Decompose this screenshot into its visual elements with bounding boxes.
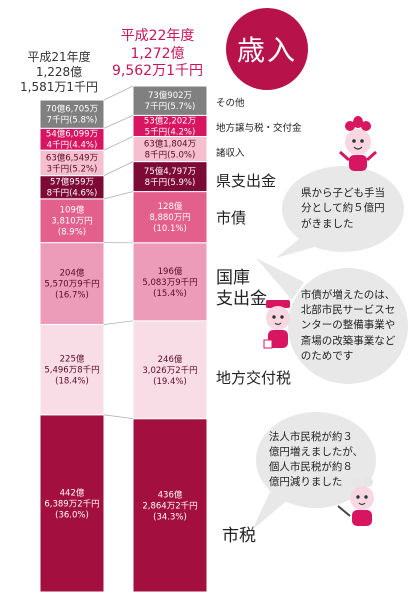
bar-segment-label: 63億1,804万 8千円(5.0%) <box>144 139 196 161</box>
mascot-icon-bottom <box>337 477 374 526</box>
connector-line <box>103 191 134 200</box>
bar-segment-label: 109億 3,810万円(8.9%) <box>51 205 92 238</box>
bar-segment <box>39 324 105 416</box>
bar-segment-label: 53億2,202万 5千円(4.2%) <box>144 115 196 137</box>
bubble-tail-city-bonds <box>256 258 304 300</box>
category-label-other: その他 <box>216 98 245 109</box>
bar-segment <box>132 85 208 116</box>
bubble-text-city-bonds: 市債が増えたのは、 北部市民サービスセ ンターの整備事業や 斎場の改築事業など … <box>300 288 396 362</box>
bar-segment-label: 246億 3,026万2千円(19.4%) <box>142 354 197 387</box>
bar-segment <box>39 198 105 244</box>
bar-segment-label: 436億 2,864万2千円(34.3%) <box>142 489 197 522</box>
bar-segment-label: 196億 5,083万9千円(15.4%) <box>142 266 197 299</box>
category-label-local-allocation-tax: 地方交付税 <box>216 369 292 387</box>
category-label-misc-income: 諸収入 <box>216 148 245 159</box>
bar-segment <box>132 320 208 420</box>
cur-year-total-man: 9,562万1千円 <box>112 63 203 79</box>
bar-segment-label: 128億 8,880万円(10.1%) <box>149 201 190 234</box>
connector-line <box>103 114 134 129</box>
cur-year-total-oku: 1,272億 <box>130 45 185 62</box>
bar-segment-label: 54億6,099万 4千円(4.4%) <box>46 129 98 151</box>
category-label-city-bonds: 市債 <box>216 209 247 227</box>
category-label-national-subsidy: 国庫 支出金 <box>216 268 267 310</box>
bubble-text-city-tax: 法人市民税が約３ 億円増えましたが、 個人市民税が約８ 億円減りました <box>268 430 364 489</box>
bar-segment-label: 75億4,797万 8千円(5.9%) <box>144 166 196 188</box>
connector-line <box>103 85 134 101</box>
prev-year-label: 平成21年度 <box>27 50 91 64</box>
bar-segment-label: 204億 5,570万9千円(16.7%) <box>44 268 99 301</box>
bubble-tail-pref-subsidy <box>276 238 318 258</box>
connector-line <box>103 414 134 420</box>
speech-bubble-city-bonds: 市債が増えたのは、 北部市民サービスセ ンターの整備事業や 斎場の改築事業など … <box>288 268 408 384</box>
bar-segment-label: 70億6,705万 7千円(5.8%) <box>46 104 98 126</box>
speech-bubble-pref-subsidy: 県から子ども手当 分として約５億円 がきました <box>282 166 404 252</box>
connector-line <box>103 161 134 176</box>
bubble-text-pref-subsidy: 県から子ども手当 分として約５億円 がきました <box>301 187 385 230</box>
category-label-transfer-tax: 地方譲与税・交付金 <box>216 123 302 134</box>
bar-segment <box>132 242 208 322</box>
bar-segment-label: 57億959万 8千円(4.6%) <box>47 177 98 199</box>
revenue-title-badge: 歳入 <box>226 8 308 90</box>
bubble-tail-city-tax <box>252 492 290 530</box>
connector-line <box>103 320 134 325</box>
bar-segment <box>132 161 208 193</box>
category-label-pref-subsidy: 県支出金 <box>216 172 277 190</box>
bar-segment-label: 63億6,549万 3千円(5.2%) <box>46 152 98 174</box>
bar-segment-label: 225億 5,496万8千円(18.4%) <box>44 354 99 387</box>
bar-segment <box>132 418 208 593</box>
prev-year-total-man: 1,581万1千円 <box>20 80 98 94</box>
category-label-city-tax: 市税 <box>222 526 256 546</box>
cur-year-label: 平成22年度 <box>120 28 195 44</box>
revenue-title: 歳入 <box>236 34 297 67</box>
bar-segment-label: 73億902万 7千円(5.7%) <box>145 90 196 112</box>
speech-bubble-city-tax: 法人市民税が約３ 億円増えましたが、 個人市民税が約８ 億円減りました <box>256 412 376 508</box>
mascot-icon-middle <box>263 300 290 349</box>
bar-segment <box>132 135 208 163</box>
prev-year-header: 平成21年度 1,228億 1,581万1千円 <box>20 50 98 95</box>
cur-year-header: 平成22年度 1,272億 9,562万1千円 <box>112 28 203 81</box>
bar-segment-label: 442億 6,389万2千円(36.0%) <box>44 487 99 520</box>
connector-line <box>103 136 134 151</box>
bar-segment <box>39 414 105 593</box>
bar-segment <box>39 99 105 129</box>
mascot-icon-top <box>339 116 377 171</box>
prev-year-total-oku: 1,228億 <box>35 65 83 79</box>
